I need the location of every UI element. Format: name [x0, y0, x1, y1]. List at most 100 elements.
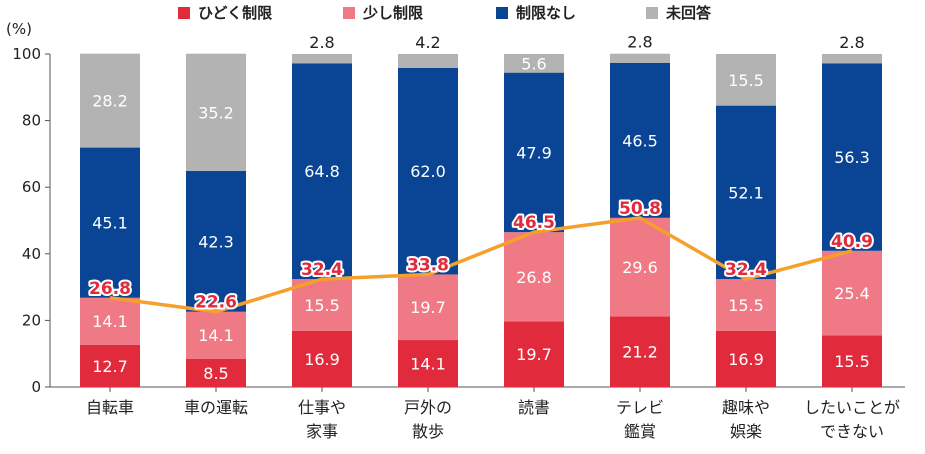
bar-segment — [398, 54, 458, 68]
bar-segment — [292, 330, 352, 387]
bar-segment — [398, 67, 458, 275]
segment-value-label: 15.5 — [728, 71, 764, 90]
y-tick-label: 20 — [22, 311, 41, 329]
segment-value-label: 2.8 — [309, 33, 334, 52]
segment-value-label: 42.3 — [198, 232, 234, 251]
trend-point-label-halo: 46.5 — [513, 213, 555, 233]
x-tick-label: 仕事や — [298, 398, 346, 417]
y-tick-label: 40 — [22, 245, 41, 263]
bar-segment — [822, 250, 882, 336]
segment-value-label: 26.8 — [516, 268, 552, 287]
segment-value-label: 25.4 — [834, 284, 870, 303]
segment-value-label: 15.5 — [728, 296, 764, 315]
segment-value-label: 64.8 — [304, 162, 340, 181]
x-tick-label: したいことが — [804, 398, 900, 417]
trend-point-label: 32.4 — [301, 260, 343, 280]
x-tick-label: 読書 — [518, 398, 550, 417]
trend-point-label: 22.6 — [195, 293, 237, 313]
y-axis-unit-label: (%) — [6, 20, 32, 38]
trend-point-label: 33.8 — [407, 255, 449, 275]
trend-point-label: 40.9 — [831, 232, 873, 252]
segment-value-label: 14.1 — [92, 312, 128, 331]
x-tick-label: できない — [820, 422, 884, 441]
bar-segment — [80, 344, 140, 387]
bar-segment — [610, 62, 670, 218]
legend-label: 少し制限 — [362, 4, 423, 22]
bar-segment — [504, 232, 564, 322]
trend-point-label-halo: 50.8 — [619, 199, 661, 219]
x-tick-label: 戸外の — [404, 398, 452, 417]
segment-value-label: 19.7 — [516, 345, 552, 364]
bar-segment — [186, 170, 246, 312]
bar-segment — [80, 147, 140, 298]
trend-line-path — [109, 216, 853, 314]
y-tick-label: 100 — [12, 45, 41, 63]
legend-label: 未回答 — [665, 4, 712, 22]
segment-value-label: 15.5 — [304, 296, 340, 315]
bar-segment — [610, 53, 670, 63]
bar-segment — [610, 217, 670, 317]
segment-value-label: 15.5 — [834, 352, 870, 371]
legend-swatch — [343, 7, 355, 19]
y-tick-label: 60 — [22, 178, 41, 196]
segment-value-label: 28.2 — [92, 92, 128, 111]
legend-swatch — [646, 7, 658, 19]
bars — [80, 53, 882, 392]
bar-segment — [716, 105, 776, 280]
segment-value-label: 21.2 — [622, 343, 658, 362]
trend-line: 26.826.822.622.632.432.4 33.833.846.546.5… — [87, 197, 875, 315]
segment-value-label: 35.2 — [198, 103, 234, 122]
segment-labels: 12.7 14.1 45.1 28.2 8.5 14.1 42.3 35.2 16.9 15.5 6… — [92, 33, 870, 383]
trend-point-label-halo: 40.9 — [831, 232, 873, 252]
segment-value-label: 14.1 — [198, 326, 234, 345]
trend-point-label: 50.8 — [619, 199, 661, 219]
segment-value-label: 29.6 — [622, 258, 658, 277]
segment-value-label: 5.6 — [521, 54, 546, 73]
x-tick-label: 車の運転 — [184, 398, 248, 417]
x-tick-label: 趣味や — [722, 398, 770, 417]
bar-segment — [716, 330, 776, 387]
bar-segment — [822, 54, 882, 64]
segment-value-label: 19.7 — [410, 298, 446, 317]
segment-value-label: 52.1 — [728, 183, 764, 202]
bar-segment — [822, 63, 882, 251]
segment-value-label: 8.5 — [203, 364, 228, 383]
legend: ひどく制限 少し制限 制限なし 未回答 — [178, 4, 712, 22]
bar-segment — [398, 340, 458, 387]
segment-value-label: 56.3 — [834, 148, 870, 167]
legend-label: ひどく制限 — [198, 4, 272, 22]
bar-segment — [504, 72, 564, 233]
segment-value-label: 16.9 — [304, 350, 340, 369]
bar-segment — [186, 53, 246, 171]
trend-point-label: 46.5 — [513, 213, 555, 233]
segment-value-label: 45.1 — [92, 214, 128, 233]
segment-value-label: 46.5 — [622, 131, 658, 150]
trend-point-label-halo: 22.6 — [195, 293, 237, 313]
bar-segment — [716, 279, 776, 331]
bar-segment — [292, 63, 352, 280]
x-tick-label: 娯楽 — [730, 422, 762, 441]
segment-value-label: 4.2 — [415, 33, 440, 52]
y-tick-label: 80 — [22, 112, 41, 130]
bar-segment — [716, 54, 776, 106]
segment-value-label: 16.9 — [728, 350, 764, 369]
segment-value-label: 12.7 — [92, 357, 128, 376]
segment-value-label: 62.0 — [410, 162, 446, 181]
legend-swatch — [178, 7, 190, 19]
trend-point-label-halo: 26.8 — [89, 279, 131, 299]
trend-point-label-halo: 33.8 — [407, 255, 449, 275]
bar-segment — [398, 274, 458, 341]
trend-point-label: 32.4 — [725, 260, 767, 280]
bar-segment — [186, 358, 246, 387]
bar-segment — [822, 335, 882, 387]
bar-segment — [504, 54, 564, 73]
legend-swatch — [496, 7, 508, 19]
trend-point-label-halo: 32.4 — [301, 260, 343, 280]
y-tick-label: 0 — [31, 378, 41, 396]
bar-segment — [80, 297, 140, 345]
x-tick-label: 家事 — [306, 422, 338, 441]
legend-label: 制限なし — [516, 4, 576, 22]
segment-value-label: 2.8 — [627, 33, 652, 52]
